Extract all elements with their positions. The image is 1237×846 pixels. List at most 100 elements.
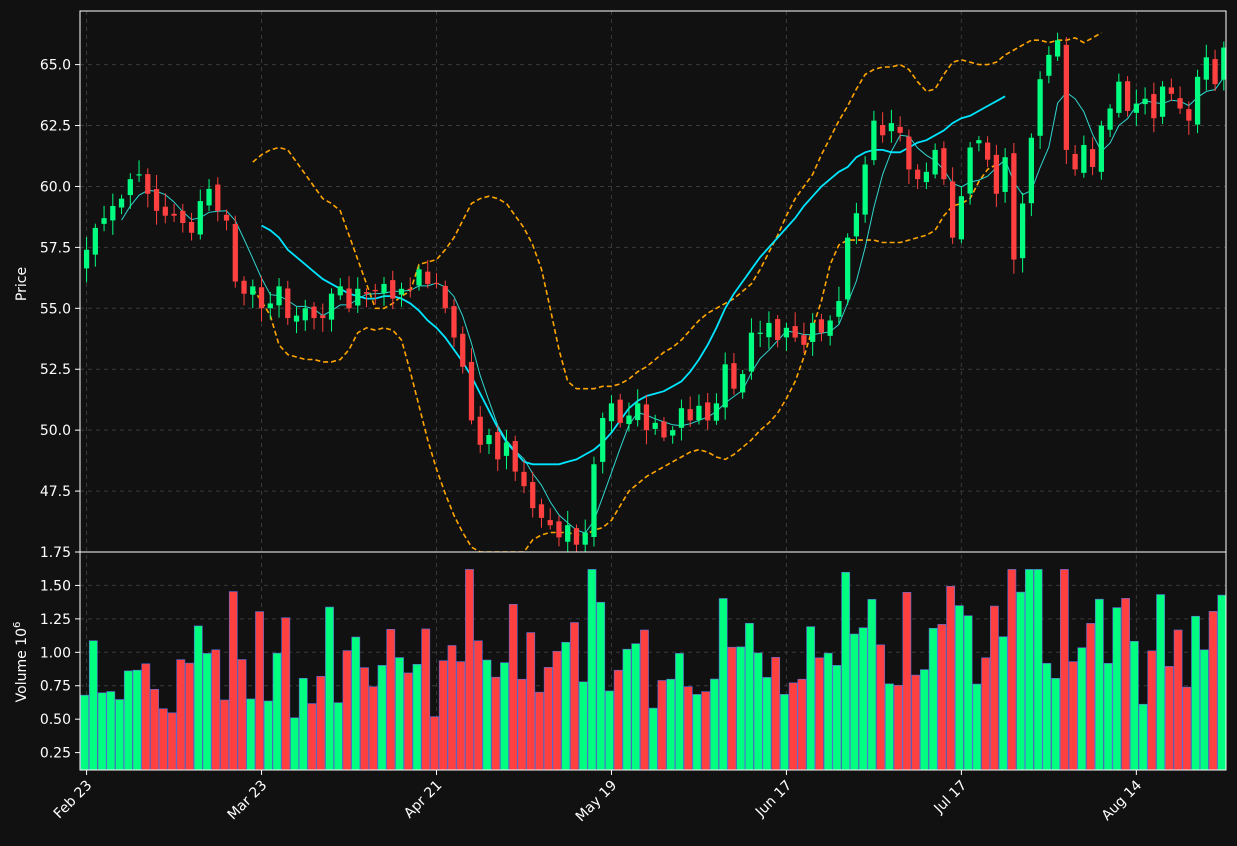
volume-bar	[596, 601, 606, 771]
candle-body	[162, 206, 168, 216]
candle-body	[1098, 125, 1104, 172]
candle-body	[1194, 76, 1201, 125]
volume-bar	[1129, 640, 1139, 771]
volume-bar	[1077, 647, 1087, 771]
volume-bar	[412, 664, 422, 771]
volume-bar	[272, 652, 282, 771]
volume-bar	[753, 652, 763, 771]
candle-body	[355, 288, 361, 306]
volume-bar	[823, 652, 833, 771]
candle-body	[171, 213, 177, 216]
volume-bar	[316, 676, 326, 771]
volume-bar	[237, 659, 247, 771]
volume-tick-label: 1.75	[40, 545, 71, 561]
candle-body	[1011, 153, 1017, 260]
candle-body	[1019, 203, 1026, 259]
candle-body	[293, 315, 300, 322]
volume-bar	[1051, 678, 1060, 771]
candle-body	[521, 471, 527, 487]
volume-bar	[998, 636, 1008, 771]
bollinger-upper-line	[252, 32, 1102, 390]
volume-tick-label: 1.25	[40, 612, 71, 628]
volume-bar	[876, 644, 886, 771]
candle-body	[311, 306, 317, 319]
candle-body	[337, 286, 343, 296]
volume-bar	[710, 678, 719, 771]
volume-bar	[325, 606, 334, 771]
candle-body	[976, 140, 982, 144]
candle-body	[582, 532, 588, 545]
candle-body	[1063, 44, 1069, 150]
volume-bar	[167, 712, 177, 771]
volume-bar	[762, 677, 772, 771]
candle-body	[993, 154, 999, 194]
candle-body	[1203, 57, 1209, 80]
volume-bar	[657, 680, 667, 771]
candle-body	[652, 422, 658, 429]
candle-body	[433, 282, 440, 285]
volume-bar	[1156, 594, 1165, 771]
volume-bar	[281, 617, 291, 771]
volume-bar	[561, 641, 571, 771]
candle-body	[92, 227, 98, 255]
volume-y-ticks: 0.25 0.50 0.75 1.00 1.25 1.50 1.75	[40, 545, 80, 762]
candle-body	[1159, 86, 1166, 117]
candle-body	[626, 415, 632, 425]
volume-bar	[552, 650, 562, 771]
volume-bar	[1094, 598, 1104, 771]
candle-body	[1116, 81, 1122, 113]
volume-bar	[421, 628, 431, 771]
volume-bar	[1068, 661, 1078, 771]
candle-body	[985, 142, 991, 160]
candle-body	[110, 205, 116, 221]
volume-bar	[535, 691, 544, 771]
volume-bar	[578, 681, 588, 771]
volume-bar	[718, 598, 728, 771]
candle-body	[206, 188, 212, 206]
candle-body	[862, 164, 868, 215]
volume-bar	[745, 622, 754, 771]
volume-bar	[185, 662, 194, 771]
volume-bar	[1191, 615, 1200, 771]
volume-bar	[963, 615, 973, 771]
price-axis-label: Price	[14, 267, 30, 301]
volume-bar	[806, 626, 816, 771]
volume-bar	[911, 674, 921, 771]
candle-body	[1028, 137, 1034, 204]
volume-bar	[780, 694, 789, 771]
volume-bar	[176, 659, 186, 771]
price-tick-label: 52.5	[40, 362, 71, 378]
volume-bar	[622, 648, 632, 771]
candle-body	[941, 148, 947, 180]
volume-bar	[141, 663, 151, 771]
candle-body	[1177, 98, 1183, 109]
candle-body	[276, 286, 282, 306]
volume-bar	[727, 646, 737, 771]
candle-body	[906, 136, 912, 170]
candle-body	[468, 361, 475, 421]
volume-bar	[1112, 607, 1122, 771]
candle-body	[722, 364, 728, 408]
bollinger-lower-line	[252, 163, 997, 552]
candle-body	[792, 326, 798, 338]
volume-bar	[1024, 569, 1034, 771]
candlesticks	[83, 32, 1226, 552]
volume-bar	[106, 691, 116, 771]
volume-bar	[360, 667, 369, 771]
candle-body	[495, 432, 501, 460]
volume-bar	[333, 702, 343, 771]
volume-bar	[1147, 650, 1157, 771]
candle-body	[608, 403, 615, 422]
candle-body	[950, 181, 956, 238]
volume-bar	[220, 699, 229, 771]
volume-bar	[456, 661, 466, 771]
bollinger-bands	[252, 32, 1102, 552]
candle-body	[932, 149, 938, 175]
volume-bar	[937, 624, 947, 771]
candle-body	[775, 319, 781, 340]
candle-body	[258, 287, 265, 309]
price-tick-label: 55.0	[40, 301, 71, 317]
candle-body	[888, 123, 895, 132]
